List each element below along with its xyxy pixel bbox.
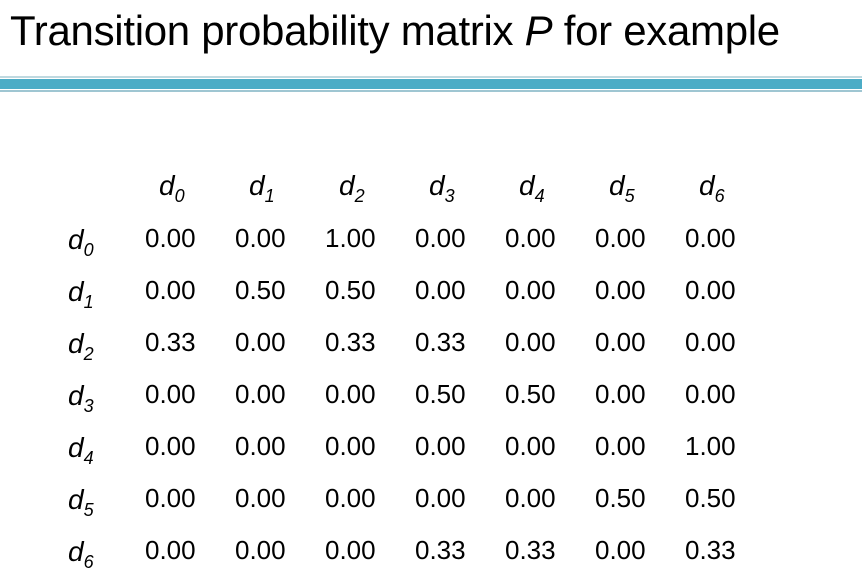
matrix-cell: 0.33 <box>325 327 376 357</box>
matrix-cell: 0.00 <box>235 483 286 513</box>
matrix-cell: 0.00 <box>505 483 556 513</box>
row-header-d4: d4 <box>68 432 94 474</box>
matrix-cell: 0.33 <box>415 327 466 357</box>
matrix-cell: 0.00 <box>235 379 286 409</box>
title-variable: P <box>524 7 553 54</box>
state-letter: d <box>68 380 84 411</box>
state-letter: d <box>68 224 84 255</box>
state-letter: d <box>68 484 84 515</box>
state-index: 6 <box>714 186 725 206</box>
state-letter: d <box>609 170 625 201</box>
matrix-cell: 0.00 <box>145 275 196 305</box>
matrix-cell: 0.00 <box>505 275 556 305</box>
state-index: 0 <box>174 186 185 206</box>
state-letter: d <box>249 170 265 201</box>
row-header-d2: d2 <box>68 328 94 370</box>
state-index: 4 <box>83 448 94 468</box>
matrix-cell: 0.00 <box>325 483 376 513</box>
column-header-d1: d1 <box>249 170 275 212</box>
matrix-cell: 0.00 <box>145 379 196 409</box>
matrix-cell: 0.33 <box>685 535 736 565</box>
matrix-cell: 0.00 <box>685 223 736 253</box>
column-header-d4: d4 <box>519 170 545 212</box>
matrix-cell: 0.00 <box>595 431 646 461</box>
state-letter: d <box>519 170 535 201</box>
matrix-cell: 0.00 <box>595 379 646 409</box>
matrix-cell: 0.50 <box>685 483 736 513</box>
matrix-cell: 0.50 <box>595 483 646 513</box>
matrix-cell: 0.00 <box>685 327 736 357</box>
matrix-cell: 0.50 <box>505 379 556 409</box>
matrix-cell: 0.00 <box>685 379 736 409</box>
matrix-cell: 0.33 <box>145 327 196 357</box>
matrix-cell: 0.00 <box>325 431 376 461</box>
matrix-cell: 0.00 <box>235 327 286 357</box>
state-letter: d <box>339 170 355 201</box>
row-header-d0: d0 <box>68 224 94 266</box>
title-prefix: Transition probability matrix <box>10 7 525 54</box>
matrix-cell: 0.00 <box>415 483 466 513</box>
matrix-cell: 0.00 <box>595 535 646 565</box>
column-header-d5: d5 <box>609 170 635 212</box>
state-index: 0 <box>83 240 94 260</box>
state-letter: d <box>68 536 84 567</box>
matrix-cell: 0.50 <box>235 275 286 305</box>
row-header-d6: d6 <box>68 536 94 578</box>
state-index: 5 <box>83 500 94 520</box>
matrix-cell: 0.00 <box>685 275 736 305</box>
state-index: 1 <box>264 186 275 206</box>
state-letter: d <box>429 170 445 201</box>
title-divider <box>0 76 862 94</box>
state-letter: d <box>699 170 715 201</box>
state-index: 3 <box>444 186 455 206</box>
matrix-cell: 0.00 <box>595 275 646 305</box>
matrix-cell: 0.00 <box>595 327 646 357</box>
column-header-d2: d2 <box>339 170 365 212</box>
state-index: 4 <box>534 186 545 206</box>
matrix-cell: 0.00 <box>145 483 196 513</box>
state-letter: d <box>68 432 84 463</box>
title-suffix: for example <box>552 7 780 54</box>
row-header-d3: d3 <box>68 380 94 422</box>
matrix-cell: 0.50 <box>415 379 466 409</box>
matrix-cell: 0.00 <box>235 535 286 565</box>
divider-bottom-line <box>0 90 862 92</box>
matrix-cell: 0.00 <box>415 223 466 253</box>
column-header-d0: d0 <box>159 170 185 212</box>
state-index: 6 <box>83 552 94 572</box>
state-index: 2 <box>83 344 94 364</box>
state-letter: d <box>68 276 84 307</box>
matrix-cell: 1.00 <box>325 223 376 253</box>
state-index: 3 <box>83 396 94 416</box>
matrix-cell: 0.50 <box>325 275 376 305</box>
matrix-cell: 1.00 <box>685 431 736 461</box>
matrix-cell: 0.00 <box>145 535 196 565</box>
matrix-cell: 0.00 <box>325 379 376 409</box>
state-letter: d <box>159 170 175 201</box>
matrix-cell: 0.00 <box>235 223 286 253</box>
matrix-cell: 0.00 <box>145 223 196 253</box>
state-letter: d <box>68 328 84 359</box>
state-index: 2 <box>354 186 365 206</box>
matrix-cell: 0.00 <box>505 431 556 461</box>
matrix-cell: 0.00 <box>595 223 646 253</box>
matrix-cell: 0.33 <box>415 535 466 565</box>
column-header-d3: d3 <box>429 170 455 212</box>
matrix-cell: 0.00 <box>415 275 466 305</box>
column-header-d6: d6 <box>699 170 725 212</box>
slide-title: Transition probability matrix P for exam… <box>10 4 780 58</box>
row-header-d1: d1 <box>68 276 94 318</box>
state-index: 5 <box>624 186 635 206</box>
matrix-cell: 0.00 <box>325 535 376 565</box>
state-index: 1 <box>83 292 94 312</box>
matrix-cell: 0.00 <box>505 327 556 357</box>
matrix-cell: 0.33 <box>505 535 556 565</box>
matrix-cell: 0.00 <box>415 431 466 461</box>
row-header-d5: d5 <box>68 484 94 526</box>
matrix-cell: 0.00 <box>235 431 286 461</box>
divider-bar <box>0 79 862 89</box>
matrix-cell: 0.00 <box>145 431 196 461</box>
matrix-cell: 0.00 <box>505 223 556 253</box>
divider-top-line <box>0 76 862 78</box>
